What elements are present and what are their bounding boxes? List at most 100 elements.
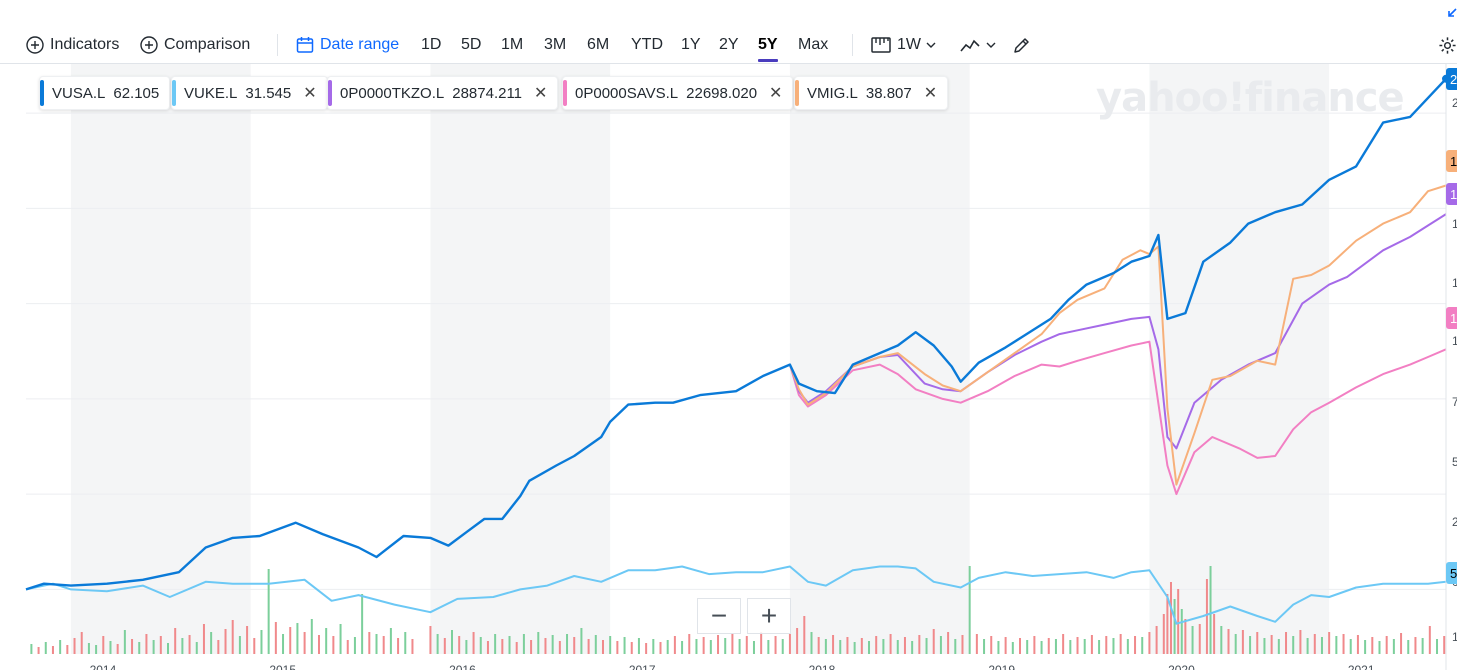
x-tick-label: 2017	[629, 663, 656, 670]
volume-bar	[1371, 637, 1374, 654]
range-2y[interactable]: 2Y	[719, 36, 739, 53]
volume-bar	[188, 635, 191, 654]
collapse-icon[interactable]	[1446, 6, 1457, 24]
volume-bar	[889, 634, 892, 654]
remove-comparison-icon[interactable]: ✕	[303, 85, 317, 102]
legend-chip[interactable]: 0P0000TKZO.L 28874.211 ✕	[327, 76, 559, 110]
volume-bar	[781, 639, 784, 654]
volume-bar	[282, 634, 285, 654]
volume-bar	[443, 638, 446, 654]
zoom-in-button[interactable]: +	[747, 598, 791, 634]
volume-bar	[1277, 639, 1280, 654]
legend-chip[interactable]: VUSA.L 62.105	[39, 76, 171, 110]
legend-value: 28874.211	[452, 84, 523, 102]
volume-bar	[411, 639, 414, 654]
y-tick-label: 1	[1452, 334, 1457, 348]
volume-bar	[1105, 636, 1108, 654]
range-max[interactable]: Max	[798, 36, 829, 53]
remove-comparison-icon[interactable]: ✕	[923, 85, 938, 102]
volume-bar	[717, 635, 720, 654]
volume-bar	[310, 619, 313, 654]
range-1y[interactable]: 1Y	[681, 36, 701, 53]
line-chart-icon	[960, 37, 980, 53]
volume-bar	[788, 634, 791, 654]
volume-bar	[1241, 630, 1244, 654]
volume-bar	[544, 638, 547, 654]
range-6m[interactable]: 6M	[587, 36, 610, 53]
settings-button[interactable]	[1438, 32, 1457, 58]
volume-bar	[810, 632, 813, 654]
date-range-button[interactable]: Date range	[296, 32, 399, 58]
volume-bar	[1292, 636, 1295, 654]
year-band	[1149, 64, 1330, 654]
year-band	[430, 64, 611, 654]
volume-bar	[501, 639, 504, 654]
indicators-button[interactable]: Indicators	[26, 32, 119, 58]
volume-bar	[339, 624, 342, 654]
series-line-vusa-l	[25, 77, 1447, 591]
legend-chip[interactable]: VUKE.L 31.545 ✕	[171, 76, 328, 110]
range-1m[interactable]: 1M	[501, 36, 524, 53]
legend-chip[interactable]: VMIG.L 38.807 ✕	[794, 76, 949, 110]
volume-bar	[738, 639, 741, 654]
volume-bar	[1227, 629, 1230, 654]
volume-bar	[274, 622, 277, 654]
volume-bar	[1155, 626, 1158, 654]
range-3m[interactable]: 3M	[544, 36, 567, 53]
volume-bar	[961, 635, 964, 654]
series-value-tags: 2 1 1 1 5	[1442, 68, 1457, 584]
indicators-label: Indicators	[50, 36, 120, 53]
volume-bar	[1169, 582, 1172, 654]
volume-bar	[1407, 640, 1410, 654]
volume-bar	[1126, 639, 1129, 654]
volume-bar	[767, 640, 770, 654]
volume-bar	[80, 632, 83, 654]
volume-bar	[752, 641, 755, 654]
volume-bar	[551, 635, 554, 654]
volume-bar	[774, 636, 777, 654]
volume-bar	[389, 628, 392, 654]
volume-bar	[1400, 633, 1403, 654]
legend-chip[interactable]: 0P0000SAVS.L 22698.020 ✕	[562, 76, 794, 110]
x-tick-label: 2016	[449, 663, 476, 670]
draw-button[interactable]	[1013, 32, 1037, 58]
plus-circle-icon	[26, 36, 44, 54]
volume-bar	[1249, 636, 1252, 654]
volume-bar	[231, 620, 234, 654]
volume-bar	[623, 637, 626, 654]
volume-bar	[1090, 635, 1093, 654]
range-5y[interactable]: 5Y	[758, 32, 778, 62]
remove-comparison-icon[interactable]: ✕	[534, 85, 548, 102]
chevron-down-icon	[926, 41, 936, 49]
volume-bar	[695, 639, 698, 654]
volume-bar	[486, 641, 489, 654]
range-1d[interactable]: 1D	[421, 36, 442, 53]
volume-bar	[116, 644, 119, 654]
volume-bar	[868, 641, 871, 654]
range-ytd[interactable]: YTD	[631, 36, 663, 53]
volume-bar	[224, 629, 227, 654]
volume-bar	[1069, 640, 1072, 654]
volume-bar	[44, 642, 47, 654]
volume-bar	[1019, 638, 1021, 654]
interval-select[interactable]: 1W	[871, 32, 936, 58]
volume-bar	[1349, 639, 1352, 654]
comparison-button[interactable]: Comparison	[140, 32, 250, 58]
volume-bar	[317, 635, 320, 654]
volume-bar	[580, 628, 583, 654]
interval-label: 1W	[897, 36, 921, 53]
series-line-vmig-l	[788, 184, 1447, 486]
volume-bar	[1364, 640, 1367, 654]
volume-bar	[724, 638, 727, 654]
range-5d[interactable]: 5D	[461, 36, 482, 53]
remove-comparison-icon[interactable]: ✕	[769, 85, 783, 102]
chart-plot-area[interactable]: yahoo!finance 2014 2015 2016 2017 2018 2019 20…	[0, 64, 1457, 670]
chart-type-select[interactable]	[960, 32, 996, 58]
volume-bar	[138, 642, 141, 654]
volume-bar	[745, 636, 748, 654]
volume-bar	[289, 627, 292, 654]
volume-bar	[616, 641, 619, 654]
volume-bar	[325, 628, 328, 654]
volume-bar	[522, 634, 525, 654]
zoom-out-button[interactable]: −	[697, 598, 741, 634]
